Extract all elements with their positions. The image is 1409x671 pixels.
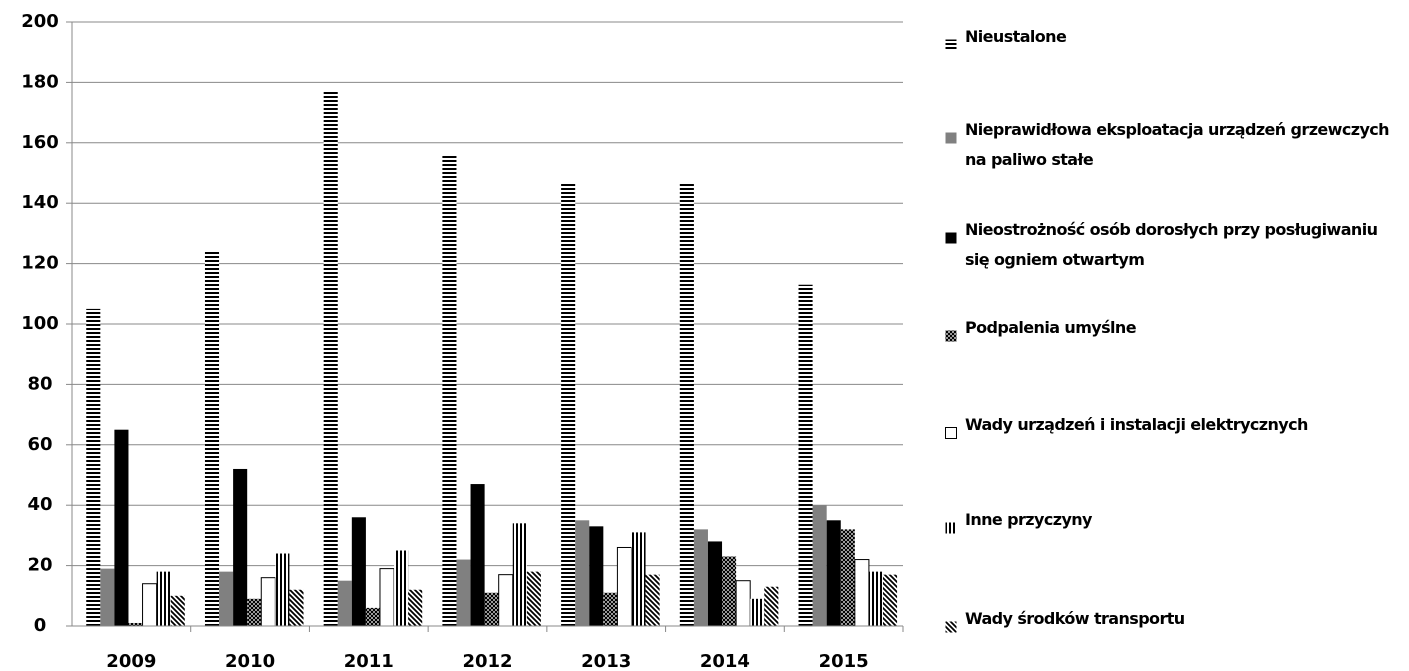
y-tick-label: 100	[21, 313, 59, 334]
x-tick-label: 2014	[700, 651, 750, 671]
bar	[882, 574, 898, 626]
x-tick-label: 2012	[462, 651, 512, 671]
bar	[394, 550, 409, 626]
bar	[812, 505, 827, 626]
legend-swatch	[945, 613, 957, 633]
bar	[484, 592, 499, 626]
legend-swatch	[945, 224, 957, 244]
x-tick-label: 2010	[225, 651, 275, 671]
bar	[512, 523, 527, 626]
y-tick-label: 120	[21, 253, 59, 274]
y-tick-label: 200	[21, 11, 59, 32]
bar	[233, 468, 248, 626]
x-tick-label: 2011	[344, 651, 394, 671]
y-tick-label: 160	[21, 132, 59, 153]
bar	[408, 589, 423, 626]
bar	[798, 284, 813, 626]
bar	[498, 574, 514, 627]
bar	[679, 182, 694, 626]
bar	[156, 571, 171, 626]
legend-swatch	[945, 124, 957, 144]
bar	[247, 598, 262, 626]
bar	[631, 532, 646, 626]
legend-item: Wady środków transportu	[945, 604, 1400, 634]
bar	[603, 592, 618, 626]
bar	[100, 568, 115, 626]
legend-label: Wady środków transportu	[965, 609, 1185, 628]
bar	[323, 91, 338, 626]
bar	[456, 559, 471, 626]
bar	[707, 541, 723, 626]
y-tick-label: 80	[27, 373, 52, 394]
legend-swatch	[945, 419, 957, 439]
bar	[379, 568, 395, 627]
x-tick-label: 2013	[581, 651, 631, 671]
legend-item: Nieprawidłowa eksploatacja urządzeń grze…	[945, 115, 1400, 175]
bar	[645, 574, 660, 626]
y-tick-label: 40	[27, 494, 52, 515]
legend-swatch	[945, 322, 957, 342]
y-tick-label: 180	[21, 71, 59, 92]
bar	[826, 520, 841, 626]
bar	[575, 520, 590, 626]
bar	[128, 622, 143, 626]
bar	[170, 595, 185, 626]
bar	[868, 571, 883, 626]
bar	[693, 529, 708, 626]
bar	[470, 484, 485, 626]
legend-label: Nieostrożność osób dorosłych przy posług…	[965, 220, 1378, 269]
bar	[840, 529, 855, 626]
bar	[204, 251, 220, 626]
y-tick-label: 0	[34, 615, 47, 636]
legend: Nieustalone Nieprawidłowa eksploatacja ur…	[945, 0, 1405, 671]
legend-item: Podpalenia umyślne	[945, 313, 1400, 343]
bar	[854, 559, 870, 627]
bar	[219, 571, 234, 626]
bar	[337, 580, 352, 626]
legend-label: Podpalenia umyślne	[965, 318, 1137, 337]
legend-label: Nieprawidłowa eksploatacja urządzeń grze…	[965, 120, 1390, 169]
bar	[275, 553, 290, 626]
bar	[289, 589, 304, 626]
legend-label: Wady urządzeń i instalacji elektrycznych	[965, 415, 1308, 434]
bar	[616, 546, 632, 627]
legend-label: Nieustalone	[965, 27, 1067, 46]
legend-swatch	[945, 31, 957, 51]
legend-swatch	[945, 514, 957, 534]
bar	[142, 583, 158, 627]
bar	[114, 429, 129, 626]
x-tick-label: 2015	[819, 651, 869, 671]
bar	[260, 577, 276, 627]
legend-label: Inne przyczyny	[965, 510, 1092, 529]
legend-item: Wady urządzeń i instalacji elektrycznych	[945, 410, 1400, 440]
bar	[722, 556, 737, 626]
bar	[750, 598, 765, 626]
y-tick-label: 20	[27, 555, 52, 576]
y-tick-label: 140	[21, 192, 59, 213]
bar	[365, 607, 380, 626]
bar	[442, 154, 457, 626]
legend-item: Inne przyczyny	[945, 505, 1400, 535]
legend-item: Nieostrożność osób dorosłych przy posług…	[945, 215, 1400, 275]
bar	[86, 308, 101, 626]
chart: 0 20 40 60 80 100 120 140 160 180 200 2009 2010 2011 2…	[21, 11, 904, 671]
bar	[351, 517, 366, 626]
bar	[764, 586, 779, 626]
x-tick-label: 2009	[106, 651, 156, 671]
bar	[735, 580, 751, 627]
bar	[589, 526, 604, 626]
bar	[526, 571, 541, 626]
y-tick-label: 60	[27, 434, 52, 455]
legend-item: Nieustalone	[945, 22, 1400, 52]
bar	[561, 182, 576, 626]
